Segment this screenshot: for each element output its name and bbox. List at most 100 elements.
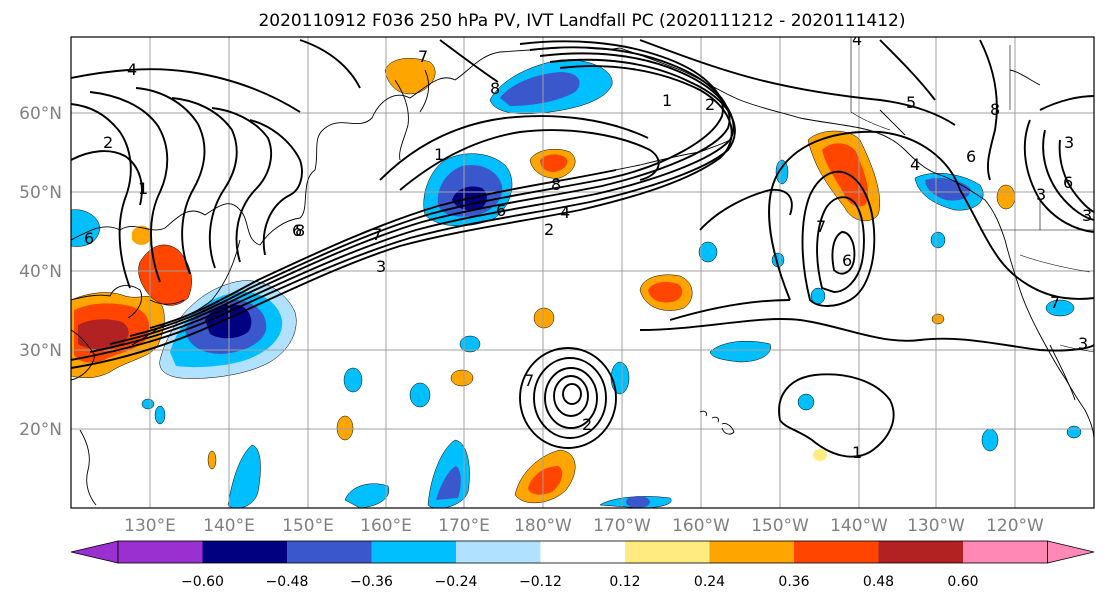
anomaly-blob [533, 307, 555, 329]
colorbar-segment [118, 541, 203, 563]
lon-label: 170°E [438, 516, 490, 536]
coastline-hawaii [699, 410, 735, 435]
anomaly-negative-20n-150e [227, 444, 261, 508]
contour-label: 7 [418, 47, 428, 66]
colorbar-tick: 0.60 [947, 574, 978, 590]
colorbar-segment [287, 541, 372, 563]
anomaly-blob [930, 231, 946, 249]
contour-label: 4 [127, 60, 137, 79]
contour-label: 1 [852, 443, 862, 462]
pv-contour [71, 68, 301, 113]
anomaly-blob [996, 184, 1016, 210]
lon-label: 130°E [124, 516, 176, 536]
contour-label: 4 [910, 155, 920, 174]
anomaly-blob [1066, 425, 1082, 439]
lat-label: 30°N [19, 341, 62, 361]
colorbar-tick: 0.24 [694, 574, 725, 590]
pv-contour [71, 150, 143, 206]
pv-contour [639, 39, 956, 126]
contour-label: 2 [705, 95, 715, 114]
contour-label: 8 [490, 79, 500, 98]
lon-label: 140°E [203, 516, 255, 536]
pv-contour [129, 40, 724, 337]
pv-contour [439, 39, 499, 83]
colorbar-frame [117, 540, 1048, 564]
pv-contour [639, 318, 1094, 352]
anomaly-blob [459, 335, 481, 353]
longitude-labels: 130°E 140°E 150°E 160°E 170°E 180°W 170°… [124, 516, 1044, 536]
pv-contour [89, 52, 735, 353]
anomaly-positive-55n-180-core [540, 154, 568, 172]
contour-label: 1 [138, 179, 148, 198]
colorbar-segment [794, 541, 879, 563]
lon-label: 120°W [986, 516, 1044, 536]
contour-label: 6 [1063, 173, 1073, 192]
contour-label: 7 [1050, 293, 1060, 312]
pv-contour [831, 231, 856, 275]
map-background [71, 37, 1094, 508]
contour-label: 8 [295, 221, 305, 240]
colorbar-tick: 0.48 [863, 574, 894, 590]
lon-label: 150°E [282, 516, 334, 536]
contour-label: 7 [372, 225, 382, 244]
anomaly-blob [626, 496, 650, 508]
pv-contour [71, 103, 132, 289]
contour-label: 6 [966, 147, 976, 166]
pv-contour [959, 189, 1094, 300]
pv-contour [171, 97, 238, 269]
lat-label: 60°N [19, 104, 62, 124]
contour-label: 8 [551, 175, 561, 194]
pv-contour [669, 299, 791, 321]
pv-contour [89, 91, 169, 283]
anomaly-blob [450, 369, 474, 387]
anomaly-blob [931, 313, 945, 325]
pv-contour [399, 129, 660, 191]
colorbar-segment [456, 541, 541, 563]
pv-contour [553, 375, 589, 417]
pv-contour [1039, 95, 1094, 111]
colorbar-tick: −0.24 [435, 574, 478, 590]
anomaly-positive-subtropical-180-core [528, 466, 563, 495]
lat-label: 20°N [19, 420, 62, 440]
pv-contour [71, 65, 733, 369]
anomaly-negative-bering-2 [500, 72, 580, 106]
colorbar-tick: −0.48 [266, 574, 309, 590]
pv-contour [109, 46, 731, 345]
pv-contour [544, 367, 598, 429]
lon-label: 150°W [751, 516, 809, 536]
contour-label: 6 [84, 229, 94, 248]
pv-contour [249, 119, 303, 256]
pv-contour [979, 39, 998, 181]
colorbar-segment [878, 541, 963, 563]
coastline-philippines [79, 429, 97, 506]
colorbar-segment [371, 541, 456, 563]
pv-contour [379, 115, 649, 181]
colorbar-tick: −0.12 [519, 574, 562, 590]
colorbar-tick: 0.36 [778, 574, 809, 590]
anomaly-negative-15n-160e [344, 483, 390, 508]
coastline-north-america-west [1004, 239, 1094, 441]
contour-label: 6 [292, 221, 302, 240]
coastline-kamchatka [394, 69, 430, 161]
figure-title: 2020110912 F036 250 hPa PV, IVT Landfall… [258, 11, 905, 31]
anomaly-negative-20n-170e-core [436, 466, 461, 500]
contour-label: 3 [1064, 133, 1074, 152]
coastline-canada-islands [879, 69, 1041, 136]
pv-contour [801, 170, 876, 307]
pv-contour [1042, 129, 1094, 221]
contour-label: 5 [906, 93, 916, 112]
lon-label: 170°W [593, 516, 651, 536]
pv-contour [533, 357, 607, 439]
anomaly-positive-korea-edge [132, 225, 152, 245]
pv-contour [816, 196, 865, 293]
contour-label: 6 [842, 251, 852, 270]
anomaly-blob [813, 449, 827, 461]
lat-label: 50°N [19, 183, 62, 203]
anomaly-positive-alaska-west [384, 58, 436, 95]
anomaly-negative-28n-155w [709, 340, 771, 363]
colorbar-segment [963, 541, 1048, 563]
contour-label: 3 [1078, 334, 1088, 353]
contour-label: 2 [544, 220, 554, 239]
anomaly-blob [1045, 299, 1075, 317]
political-borders [850, 37, 1094, 353]
